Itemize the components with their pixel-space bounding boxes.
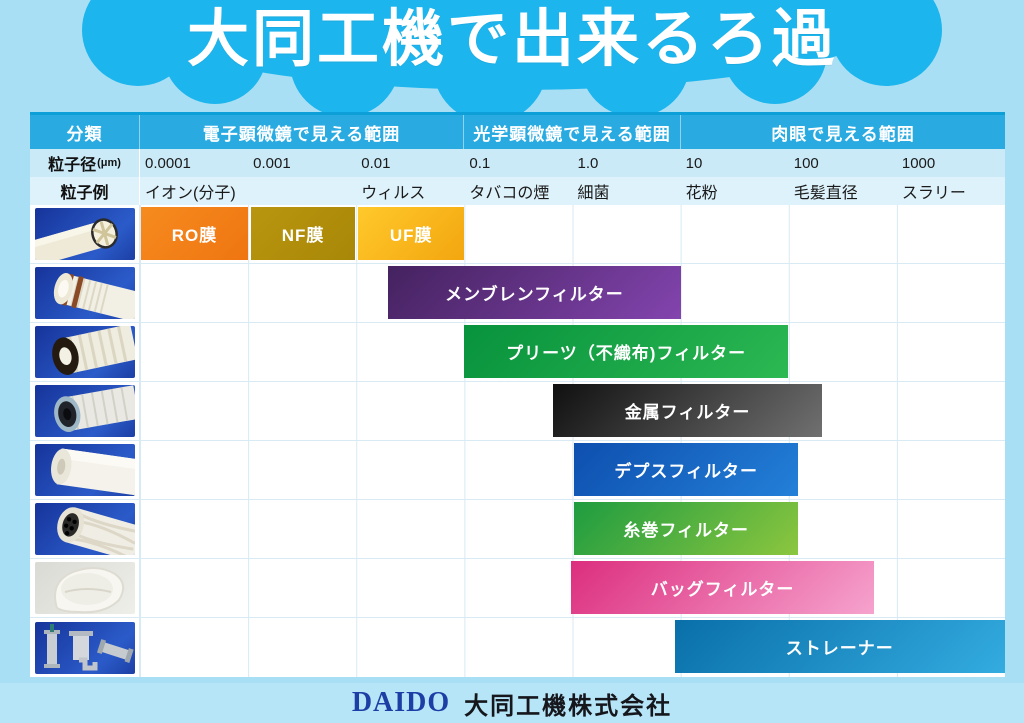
example-tick: イオン(分子) — [145, 185, 236, 202]
size-tick: 0.0001 — [145, 154, 191, 172]
particle-filter-table: 分類 電子顕微鏡で見える範囲 光学顕微鏡で見える範囲 肉眼で見える範囲 粒子径(… — [30, 112, 1005, 677]
range-bar-depth: デプスフィルター — [574, 443, 799, 496]
particle-size-row: 粒子径 (μm) 0.0001 0.001 0.01 0.1 1.0 10 100… — [30, 149, 1005, 177]
title-cloud: 大同工機で出来るろ過 — [0, 0, 1024, 123]
example-tick: ウィルス — [361, 185, 426, 202]
company-name: 大同工機株式会社 — [464, 692, 673, 720]
membrane-filter-photo — [34, 267, 135, 319]
size-ticks: 0.0001 0.001 0.01 0.1 1.0 10 100 1000 — [140, 149, 1005, 177]
example-tick: 花粉 — [685, 185, 718, 202]
naked-eye-range-header: 肉眼で見える範囲 — [771, 124, 915, 144]
photo-cell — [30, 441, 140, 499]
example-tick: タバコの煙 — [469, 185, 550, 202]
size-tick: 1.0 — [577, 154, 599, 172]
particle-size-label: 粒子径 (μm) — [30, 149, 140, 177]
strainer-photo — [34, 621, 135, 674]
range-bar-metal: 金属フィルター — [552, 384, 823, 437]
table-row: 糸巻フィルター — [30, 500, 1005, 559]
footer: DAIDO 大同工機株式会社 — [0, 683, 1024, 723]
pleated-filter-photo — [34, 326, 135, 378]
size-tick: 0.1 — [469, 154, 491, 172]
table-row: 金属フィルター — [30, 382, 1005, 441]
example-tick — [248, 177, 356, 205]
filter-range-track: プリーツ（不織布)フィルター — [140, 323, 1005, 381]
photo-cell — [30, 559, 140, 617]
particle-example-label: 粒子例 — [30, 177, 140, 205]
photo-cell — [30, 264, 140, 322]
filter-range-track: バッグフィルター — [140, 559, 1005, 617]
photo-cell — [30, 323, 140, 381]
photo-cell — [30, 618, 140, 677]
filter-range-track: 糸巻フィルター — [140, 500, 1005, 558]
example-tick: 毛髪直径 — [793, 185, 858, 202]
bag-filter-photo — [34, 562, 135, 614]
range-bar-bag: バッグフィルター — [570, 561, 875, 614]
table-row: メンブレンフィルター — [30, 264, 1005, 323]
classification-header: 分類 — [30, 115, 140, 149]
table-row: プリーツ（不織布)フィルター — [30, 323, 1005, 382]
table-row: RO膜 NF膜 UF膜 — [30, 205, 1005, 264]
photo-cell — [30, 205, 140, 263]
daido-logo: DAIDO — [351, 687, 451, 718]
metal-filter-photo — [34, 385, 135, 437]
table-row: ストレーナー — [30, 618, 1005, 677]
cloud-shape — [82, 0, 942, 123]
electron-microscope-range-header: 電子顕微鏡で見える範囲 — [140, 115, 464, 149]
example-tick: スラリー — [901, 185, 966, 202]
size-tick: 100 — [793, 154, 819, 172]
string-wound-filter-photo — [34, 503, 135, 555]
example-ticks: イオン(分子) ウィルス タバコの煙 細菌 花粉 毛髪直径 スラリー — [140, 177, 1005, 205]
filter-range-track: メンブレンフィルター — [140, 264, 1005, 322]
photo-cell — [30, 500, 140, 558]
size-tick: 0.01 — [361, 154, 391, 172]
membrane-module-photo — [34, 208, 135, 260]
filter-range-track: ストレーナー — [140, 618, 1005, 677]
filter-range-track: デプスフィルター — [140, 441, 1005, 499]
page-title: 大同工機で出来るろ過 — [186, 5, 837, 74]
table-row: デプスフィルター — [30, 441, 1005, 500]
table-row: バッグフィルター — [30, 559, 1005, 618]
range-bar-string-wound: 糸巻フィルター — [574, 502, 799, 555]
filter-range-track: 金属フィルター — [140, 382, 1005, 440]
particle-example-row: 粒子例 イオン(分子) ウィルス タバコの煙 細菌 花粉 毛髪直径 スラリー — [30, 177, 1005, 205]
range-bar-membrane: メンブレンフィルター — [388, 266, 681, 319]
size-tick: 0.001 — [253, 154, 291, 172]
optical-microscope-range-header: 光学顕微鏡で見える範囲 — [464, 115, 681, 149]
size-tick: 10 — [685, 154, 703, 172]
range-bar-nf: NF膜 — [250, 207, 356, 260]
table-header-row: 分類 電子顕微鏡で見える範囲 光学顕微鏡で見える範囲 肉眼で見える範囲 — [30, 115, 1005, 149]
range-bar-strainer: ストレーナー — [674, 620, 1005, 673]
depth-filter-photo — [34, 444, 135, 496]
photo-cell — [30, 382, 140, 440]
filter-range-track: RO膜 NF膜 UF膜 — [140, 205, 1005, 263]
size-tick: 1000 — [901, 154, 936, 172]
micron-unit: (μm) — [97, 157, 121, 169]
range-bar-pleated: プリーツ（不織布)フィルター — [464, 325, 788, 378]
example-tick: 細菌 — [577, 185, 610, 202]
range-bar-uf: UF膜 — [357, 207, 465, 260]
range-bar-ro: RO膜 — [140, 207, 249, 260]
